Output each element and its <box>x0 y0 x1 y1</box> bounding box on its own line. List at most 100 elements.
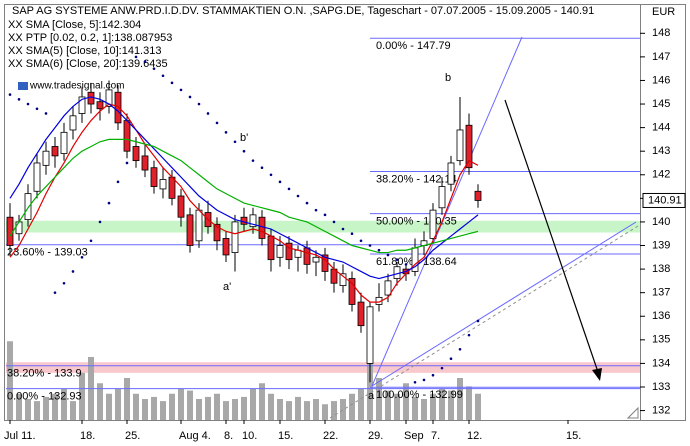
candle-body <box>285 242 293 261</box>
x-tick-label: 29. <box>368 430 383 442</box>
candle-body <box>159 179 167 190</box>
zone-band <box>6 220 640 233</box>
sar-dot <box>305 201 309 205</box>
sar-dot <box>80 256 84 259</box>
volume-bar <box>106 393 112 420</box>
y-tick-label: 142 <box>652 169 670 181</box>
volume-bar <box>277 399 283 420</box>
sar-dot <box>260 166 264 169</box>
legend-entry: XX PTP [0.02, 0.2, 1]:138.087953 <box>8 32 172 44</box>
volume-bar <box>313 399 319 420</box>
x-tick-label: Sep <box>404 430 424 442</box>
fib-label: 38.20% - 142.14 <box>376 173 457 185</box>
sar-dot <box>89 239 93 243</box>
volume-bar <box>295 396 301 420</box>
arrow-head <box>592 368 602 381</box>
y-tick-label: 144 <box>652 122 670 134</box>
candle-body <box>114 91 122 124</box>
y-tick-label: 147 <box>652 51 670 63</box>
candle-body <box>69 115 77 131</box>
volume-bar <box>34 401 40 420</box>
sar-dot <box>197 102 201 106</box>
candle-body <box>132 146 140 162</box>
volume-bar <box>412 396 418 420</box>
volume-bar <box>61 388 67 420</box>
fib-trend-line <box>371 36 523 387</box>
candle-body <box>60 131 68 154</box>
x-tick-label: 15. <box>566 430 581 442</box>
candle-body <box>186 214 194 246</box>
trend-line <box>371 221 637 387</box>
volume-bar <box>268 393 274 420</box>
sar-dot <box>341 227 345 231</box>
volume-bar <box>142 399 148 420</box>
volume-bar <box>205 396 211 420</box>
sar-dot <box>440 366 444 370</box>
candle-body <box>348 278 356 305</box>
volume-bar <box>304 401 310 420</box>
indicator-line <box>9 103 479 303</box>
candle-body <box>6 216 14 246</box>
sar-dot <box>269 173 273 177</box>
volume-bar <box>286 401 292 420</box>
candle-body <box>222 238 230 256</box>
candle-body <box>213 223 221 242</box>
sar-dot <box>359 239 363 243</box>
volume-bar <box>52 393 58 420</box>
volume-bar <box>124 378 130 420</box>
last-price-label: 140.91 <box>648 194 682 206</box>
y-tick-label: 138 <box>652 263 670 275</box>
currency-label: EUR <box>652 6 675 18</box>
sar-dot <box>395 258 399 261</box>
volume-bar <box>403 383 409 420</box>
zone-band <box>6 362 640 373</box>
volume-bar <box>340 399 346 420</box>
fib-label: 50.00% - 140.35 <box>376 216 457 228</box>
y-tick-label: 145 <box>652 98 670 110</box>
sar-dot <box>98 220 102 224</box>
candle-body <box>276 245 284 258</box>
volume-bar <box>475 393 481 420</box>
axis-frame <box>640 4 686 421</box>
sar-dot <box>251 159 255 162</box>
sar-dot <box>233 140 237 144</box>
sar-dot <box>62 281 66 285</box>
candle-body <box>303 247 311 265</box>
volume-bar <box>331 401 337 420</box>
volume-bar <box>196 399 202 420</box>
candle-body <box>78 96 86 114</box>
volume-bar <box>178 388 184 420</box>
last-price-box <box>642 192 686 208</box>
x-tick-label: 22. <box>323 430 338 442</box>
dashed-trend-line <box>329 225 639 419</box>
sar-dot <box>206 112 210 115</box>
candle-body <box>150 167 158 187</box>
sar-dot <box>242 149 246 153</box>
wave-label: a' <box>223 281 231 293</box>
sar-dot <box>107 201 111 205</box>
sar-dot <box>143 60 147 63</box>
volume-bar <box>79 372 85 420</box>
volume-bar <box>115 388 121 420</box>
sar-dot <box>278 180 282 184</box>
candle-body <box>339 273 347 286</box>
candle-body <box>42 150 50 166</box>
x-tick-label: 10. <box>242 430 257 442</box>
candle-body <box>15 221 23 235</box>
chart-title: SAP AG SYSTEME ANW.PRD.I.D.DV. STAMMAKTI… <box>12 5 594 17</box>
fib-label: 0.00% - 147.79 <box>376 40 451 52</box>
wave-label: a <box>368 390 375 402</box>
volume-bar <box>439 388 445 420</box>
volume-bar <box>151 396 157 420</box>
x-tick-label: 15. <box>278 430 293 442</box>
candle-body <box>141 155 149 171</box>
candle-body <box>87 91 95 105</box>
volume-bar <box>385 390 391 420</box>
sar-dot <box>17 98 21 101</box>
x-tick-label: Aug 4. <box>179 430 211 442</box>
sar-dot <box>71 270 75 273</box>
sar-dot <box>413 380 417 384</box>
sar-dot <box>44 112 48 115</box>
sar-dot <box>404 263 408 266</box>
